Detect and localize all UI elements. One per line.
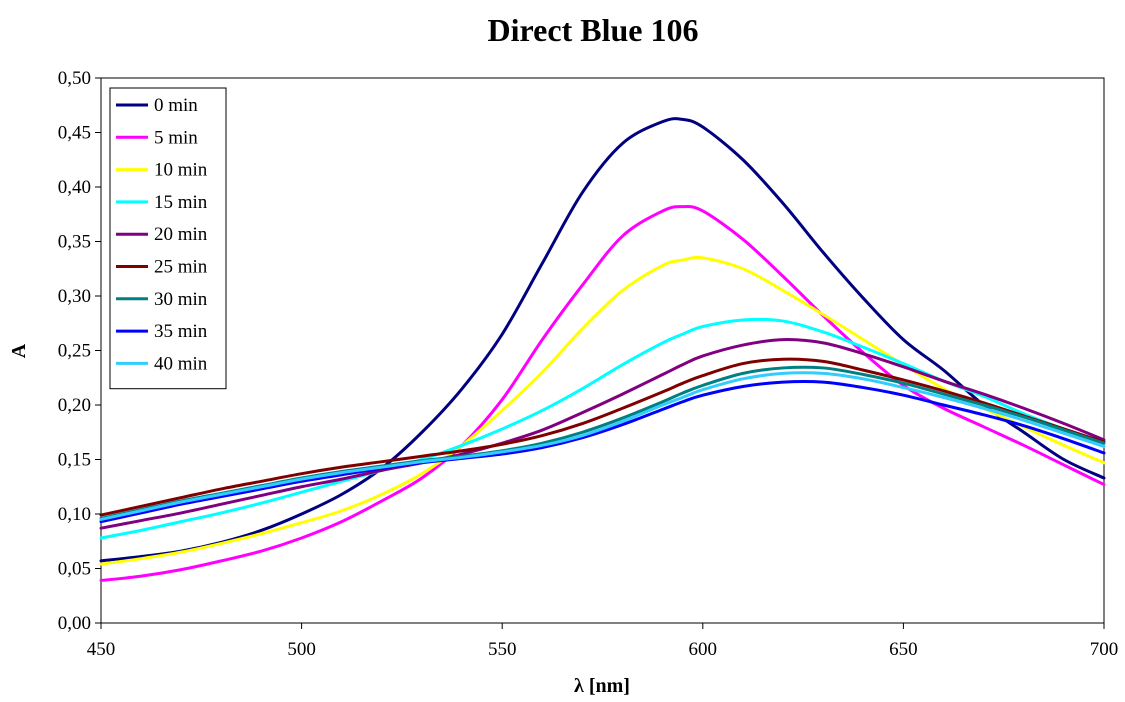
x-axis-label: λ [nm] [574,675,630,697]
y-tick-label: 0,20 [58,395,91,416]
series-line-25-min [99,357,1106,517]
legend-label: 15 min [154,192,208,213]
x-tick-label: 550 [488,639,517,660]
legend-label: 25 min [154,257,208,278]
axes: 0,00 0,05 0,10 0,15 0,20 0,25 0,30 0,35 0,40 0,45… [58,68,1119,660]
legend-label: 5 min [154,127,198,148]
legend: 0 min 5 min 10 min 15 min 20 min 25 min 30 min… [109,87,227,390]
chart-title: Direct Blue 106 [488,12,699,48]
legend-label: 40 min [154,353,208,374]
plot-area [100,77,1105,624]
y-tick-label: 0,25 [58,341,91,362]
legend-label: 0 min [154,95,198,116]
series-line-10-min [99,255,1106,566]
y-tick-label: 0,40 [58,177,91,198]
x-tick-label: 450 [87,639,116,660]
y-tick-label: 0,00 [58,613,91,634]
x-tick-label: 650 [889,639,918,660]
legend-label: 30 min [154,289,208,310]
series-line-40-min [99,371,1106,521]
series-line-0-min [99,117,1106,563]
y-axis-label: A [8,343,30,358]
x-tick-label: 500 [287,639,316,660]
y-tick-label: 0,50 [58,68,91,89]
y-tick-label: 0,45 [58,123,91,144]
x-tick-label: 600 [689,639,718,660]
y-tick-label: 0,10 [58,504,91,525]
series-line-35-min [99,379,1106,524]
legend-label: 10 min [154,160,208,181]
y-tick-label: 0,05 [58,559,91,580]
legend-label: 35 min [154,321,208,342]
y-tick-label: 0,30 [58,286,91,307]
y-tick-label: 0,15 [58,450,91,471]
legend-label: 20 min [154,224,208,245]
y-tick-label: 0,35 [58,232,91,253]
plot-frame [100,77,1105,624]
x-tick-label: 700 [1090,639,1119,660]
spectra-curves [99,117,1106,582]
series-line-20-min [99,338,1106,530]
